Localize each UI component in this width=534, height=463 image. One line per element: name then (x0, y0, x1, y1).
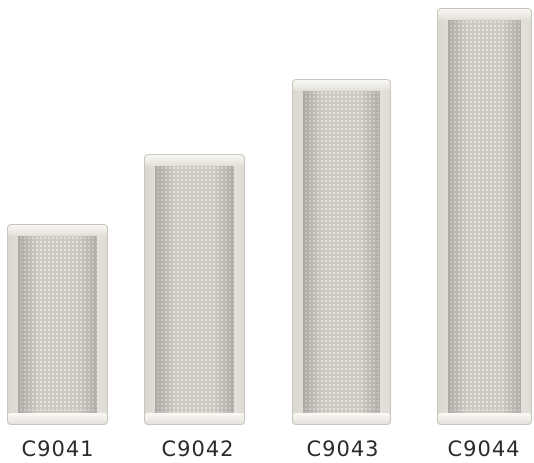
speaker-c9044-image (437, 8, 532, 425)
model-label-c9043: C9043 (306, 437, 380, 461)
model-label-c9044: C9044 (447, 437, 521, 461)
model-label-c9041: C9041 (21, 437, 95, 461)
speaker-c9041-image (7, 224, 108, 425)
model-label-c9042: C9042 (161, 437, 235, 461)
speaker-c9042-image (144, 154, 245, 425)
speaker-c9043-image (292, 79, 391, 425)
